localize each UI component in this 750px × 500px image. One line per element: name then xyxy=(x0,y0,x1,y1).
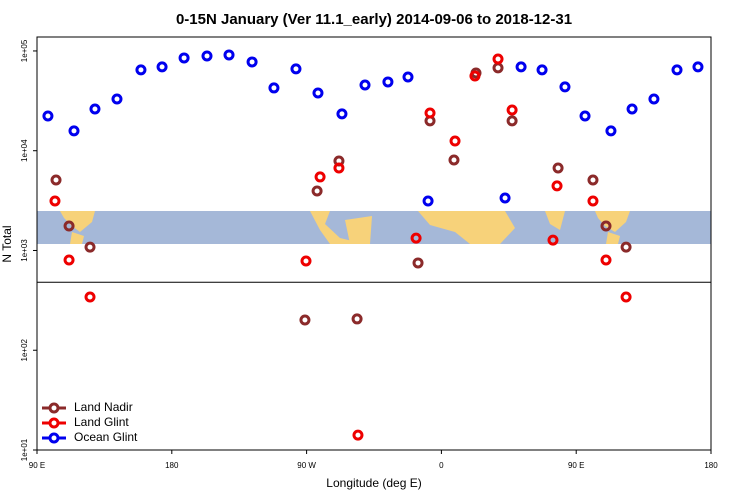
point xyxy=(352,429,364,441)
point xyxy=(492,53,504,65)
point xyxy=(351,313,363,325)
point xyxy=(499,192,511,204)
x-tick-label: 180 xyxy=(704,461,718,470)
point xyxy=(605,125,617,137)
point xyxy=(382,76,394,88)
point xyxy=(290,63,302,75)
legend-label: Land Glint xyxy=(74,415,129,429)
point xyxy=(552,162,564,174)
point xyxy=(587,174,599,186)
point xyxy=(579,110,591,122)
point xyxy=(410,232,422,244)
point xyxy=(156,61,168,73)
y-tick-label: 1e+05 xyxy=(20,39,29,62)
point xyxy=(547,234,559,246)
point xyxy=(311,185,323,197)
point xyxy=(89,103,101,115)
point xyxy=(246,56,258,68)
legend-marker xyxy=(48,432,60,444)
point xyxy=(314,171,326,183)
legend-label: Land Nadir xyxy=(74,400,133,414)
y-tick-label: 1e+02 xyxy=(20,338,29,361)
point xyxy=(63,254,75,266)
point xyxy=(559,81,571,93)
point xyxy=(506,104,518,116)
point xyxy=(111,93,123,105)
point xyxy=(359,79,371,91)
point xyxy=(600,220,612,232)
x-tick-label: 90 E xyxy=(568,461,584,470)
point xyxy=(336,108,348,120)
point xyxy=(469,70,481,82)
point xyxy=(587,195,599,207)
point xyxy=(223,49,235,61)
point xyxy=(492,62,504,74)
y-tick-label: 1e+01 xyxy=(20,438,29,461)
point xyxy=(626,103,638,115)
point xyxy=(50,174,62,186)
point xyxy=(333,162,345,174)
x-tick-label: 90 W xyxy=(297,461,316,470)
point xyxy=(402,71,414,83)
point xyxy=(312,87,324,99)
point xyxy=(536,64,548,76)
point xyxy=(506,115,518,127)
point xyxy=(551,180,563,192)
point xyxy=(412,257,424,269)
point xyxy=(692,61,704,73)
point xyxy=(600,254,612,266)
x-tick-label: 90 E xyxy=(29,461,45,470)
x-axis-label: Longitude (deg E) xyxy=(326,476,421,490)
point xyxy=(178,52,190,64)
point xyxy=(620,291,632,303)
x-tick-label: 0 xyxy=(439,461,444,470)
point xyxy=(84,291,96,303)
point xyxy=(620,241,632,253)
legend-marker xyxy=(48,417,60,429)
point xyxy=(84,241,96,253)
point xyxy=(671,64,683,76)
point xyxy=(268,82,280,94)
y-tick-label: 1e+04 xyxy=(20,139,29,162)
legend-marker xyxy=(48,402,60,414)
point xyxy=(448,154,460,166)
point xyxy=(300,255,312,267)
point xyxy=(68,125,80,137)
plot-frame xyxy=(36,36,712,451)
point xyxy=(201,50,213,62)
point xyxy=(63,220,75,232)
x-tick-label: 180 xyxy=(165,461,179,470)
point xyxy=(299,314,311,326)
map-background xyxy=(37,211,711,244)
point xyxy=(515,61,527,73)
point xyxy=(648,93,660,105)
point xyxy=(42,110,54,122)
y-axis-label: N Total xyxy=(0,225,14,262)
point xyxy=(135,64,147,76)
y-tick-label: 1e+03 xyxy=(20,239,29,262)
legend-label: Ocean Glint xyxy=(74,430,138,444)
chart-title: 0-15N January (Ver 11.1_early) 2014-09-0… xyxy=(176,11,572,28)
point xyxy=(422,195,434,207)
point xyxy=(49,195,61,207)
point xyxy=(424,107,436,119)
point xyxy=(449,135,461,147)
